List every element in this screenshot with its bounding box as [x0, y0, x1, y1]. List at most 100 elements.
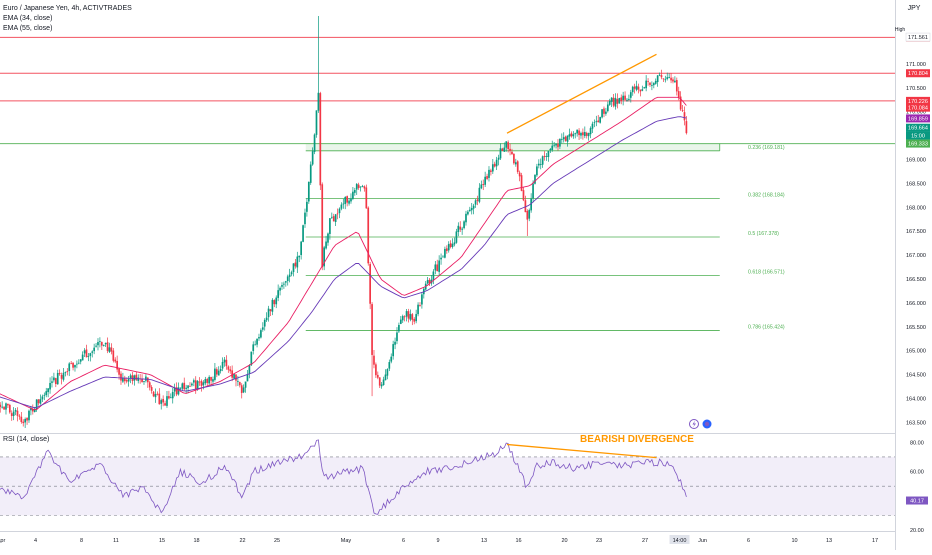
price-tag-label: 15:00	[911, 134, 925, 140]
candle-body	[45, 391, 48, 396]
candle-body	[106, 342, 109, 351]
candle-body	[137, 377, 140, 381]
candle-body	[246, 374, 249, 382]
candle-body	[175, 387, 178, 395]
candle-body	[564, 136, 567, 141]
candle-body	[562, 137, 565, 140]
candle-body	[0, 404, 2, 407]
candle-body	[672, 79, 674, 82]
candle-body	[553, 144, 555, 146]
candle-body	[396, 332, 398, 342]
rsi-trendline[interactable]	[506, 443, 657, 459]
candle-body	[585, 132, 588, 136]
price-tick-label: 167.000	[906, 253, 926, 259]
price-tag-label: 169.333	[908, 142, 928, 148]
candle-body	[14, 409, 17, 412]
event-icon[interactable]	[702, 419, 712, 429]
price-tag[interactable]	[906, 114, 930, 123]
candle-body	[317, 92, 320, 111]
candle-body	[39, 399, 42, 404]
candle-body	[43, 394, 46, 396]
candle-body	[447, 244, 450, 251]
rsi-tick-label: 80.00	[910, 440, 924, 446]
candle-body	[49, 382, 51, 390]
candle-body	[173, 387, 176, 392]
candle-body	[166, 396, 168, 406]
candle-body	[334, 214, 337, 222]
candle-body	[208, 376, 210, 384]
candle-body	[616, 99, 619, 104]
candle-body	[545, 156, 548, 157]
candle-body	[307, 181, 310, 202]
ema34-legend: EMA (34, close)	[3, 15, 52, 22]
candle-body	[16, 410, 19, 416]
price-tag[interactable]	[906, 96, 930, 105]
trendline-layer[interactable]	[506, 53, 657, 134]
price-axis[interactable]: 171.000170.500170.000169.500169.000168.5…	[905, 32, 931, 534]
candle-body	[534, 174, 536, 184]
price-tick-label: 167.500	[906, 229, 926, 235]
candle-body	[654, 80, 657, 84]
price-tag[interactable]	[906, 103, 930, 112]
candle-body	[267, 308, 270, 318]
price-trendline[interactable]	[506, 53, 657, 134]
candle-body	[114, 359, 117, 362]
price-tag[interactable]	[906, 139, 930, 148]
rsi-pane	[0, 439, 895, 516]
candle-body	[486, 176, 488, 179]
horizontal-lines-layer	[0, 36, 895, 145]
high-tag: High	[895, 27, 906, 33]
candle-body	[353, 190, 356, 193]
candle-body	[304, 212, 306, 225]
candle-body	[10, 413, 13, 416]
price-tag[interactable]	[906, 131, 930, 140]
lightning-icon[interactable]	[689, 419, 699, 429]
candle-body	[237, 381, 239, 383]
candle-body	[309, 164, 312, 183]
candle-body	[81, 354, 84, 361]
candle-body	[468, 209, 471, 211]
candle-body	[26, 417, 28, 421]
rsi-tag[interactable]	[906, 496, 928, 505]
price-tag[interactable]	[905, 32, 931, 42]
rsi-tick-label: 20.00	[910, 528, 924, 534]
candle-body	[643, 87, 646, 89]
candle-body	[403, 316, 406, 318]
candle-body	[536, 166, 538, 176]
candle-body	[526, 211, 529, 220]
price-tag[interactable]	[906, 123, 930, 132]
time-tick-label: 6	[402, 538, 405, 544]
candle-body	[330, 216, 333, 218]
candle-body	[217, 370, 220, 376]
candle-body	[382, 379, 385, 385]
time-axis[interactable]: Apr 4 8 11 15 18 22 25 May 6 9 13 16 20 23 27 14:00 Jun 6 1…	[0, 535, 878, 544]
candle-body	[116, 360, 118, 370]
time-tick-label: 11	[113, 538, 119, 544]
candle-body	[181, 383, 184, 389]
candle-body	[93, 347, 95, 352]
fib-retracement[interactable]: 0.236 (169.181) 0.382 (168.184) 0.5 (167.3…	[305, 143, 785, 331]
candle-body	[141, 379, 143, 383]
candle-body	[223, 359, 226, 363]
candle-body	[311, 151, 314, 165]
candle-body	[633, 86, 636, 89]
candle-body	[394, 341, 396, 345]
candle-body	[618, 98, 621, 104]
candle-body	[321, 184, 324, 268]
candle-body	[568, 134, 571, 137]
candle-body	[325, 241, 327, 249]
candle-body	[547, 150, 550, 158]
candle-body	[576, 129, 578, 134]
price-tag[interactable]	[906, 69, 930, 78]
candle-body	[398, 324, 400, 332]
candle-body	[570, 133, 573, 137]
candle-body	[513, 153, 515, 164]
candle-body	[436, 264, 439, 272]
candle-body	[260, 330, 262, 338]
price-tag-label: 169.859	[908, 116, 928, 122]
candle-body	[20, 416, 23, 422]
candle-body	[196, 381, 199, 390]
candle-body	[474, 200, 477, 205]
candle-body	[336, 213, 339, 215]
